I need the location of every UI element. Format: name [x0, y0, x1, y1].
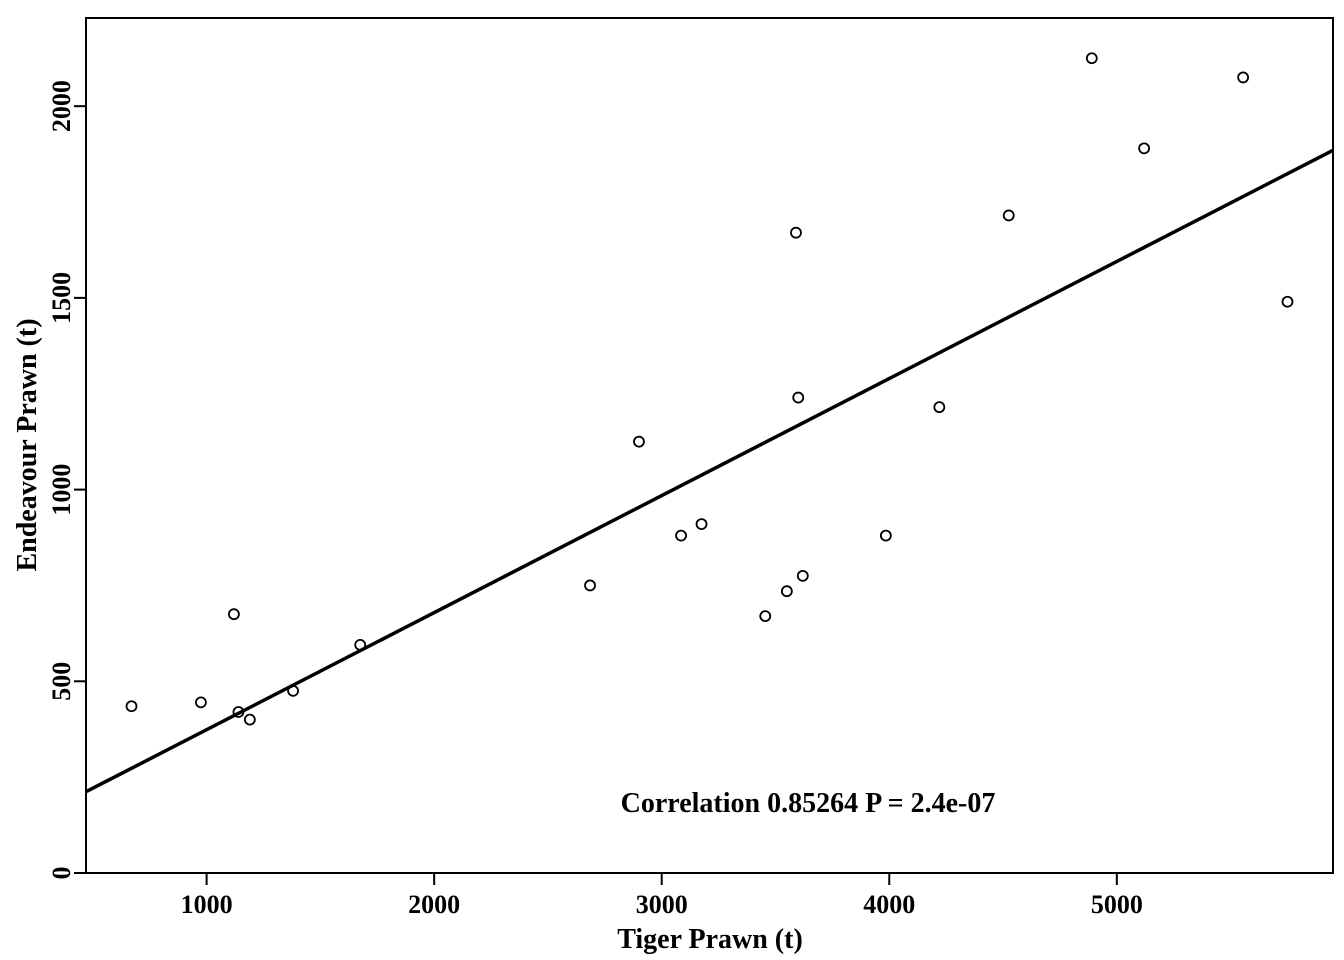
y-tick-label: 2000 [47, 80, 76, 132]
data-point [232, 706, 245, 718]
data-point [1138, 142, 1151, 155]
y-axis: 0 500 1000 1500 2000 [47, 80, 86, 880]
y-tick-label: 500 [47, 662, 76, 701]
y-tick-label: 1000 [47, 464, 76, 516]
y-tick-label: 1500 [47, 272, 76, 324]
data-point [695, 518, 708, 530]
y-axis-title: Endeavour Prawn (t) [12, 318, 43, 571]
data-point [195, 696, 207, 709]
x-axis-title: Tiger Prawn (t) [617, 924, 803, 955]
data-point [228, 608, 240, 621]
data-point [879, 529, 892, 542]
correlation-annotation: Correlation 0.85264 P = 2.4e-07 [621, 788, 996, 819]
data-point [780, 585, 793, 598]
data-point [243, 713, 256, 726]
data-point [1237, 71, 1250, 84]
data-points [125, 52, 1294, 726]
data-point [1085, 52, 1098, 65]
data-point [790, 226, 802, 239]
data-point [354, 638, 367, 651]
x-tick-label: 1000 [181, 890, 233, 919]
y-tick-label: 0 [47, 867, 76, 880]
data-point [1002, 209, 1015, 222]
x-tick-label: 3000 [636, 890, 688, 919]
x-tick-label: 4000 [863, 890, 915, 919]
x-tick-label: 5000 [1091, 890, 1143, 919]
data-point [675, 529, 687, 542]
data-point [584, 579, 596, 592]
data-point [933, 401, 946, 414]
x-tick-label: 2000 [408, 890, 460, 919]
regression-line [85, 148, 1334, 794]
data-point [759, 610, 772, 623]
data-point [1281, 295, 1294, 308]
data-point [792, 391, 805, 404]
x-axis: 1000 2000 3000 4000 5000 [181, 873, 1143, 919]
data-point [796, 569, 809, 582]
plot-frame [85, 17, 1334, 874]
data-point [633, 435, 645, 448]
data-point [287, 684, 299, 697]
data-point [125, 700, 138, 713]
